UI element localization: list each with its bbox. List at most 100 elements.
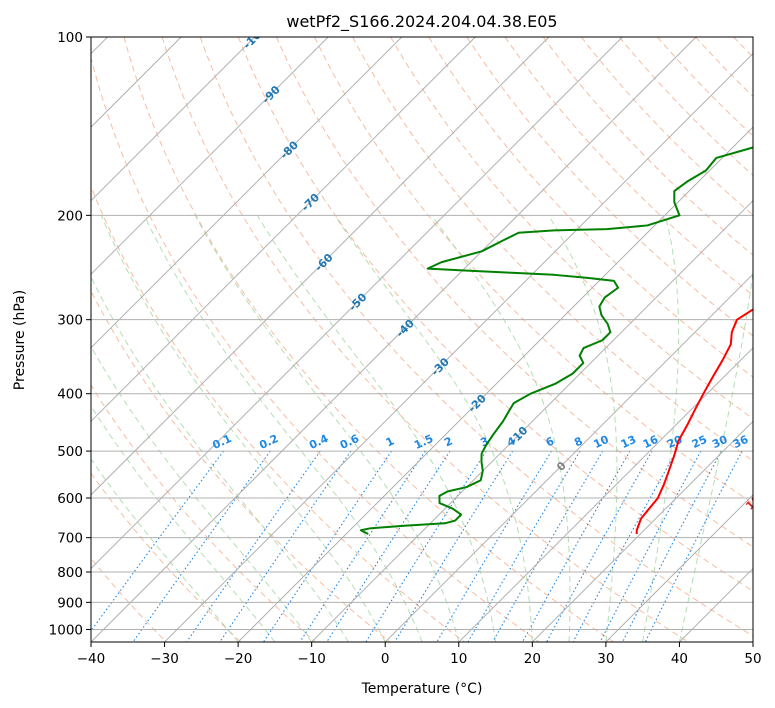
x-tick-label: −40 [77, 651, 106, 667]
isotherm-line [164, 52, 753, 642]
dry-adiabat-line [733, 37, 753, 58]
moist-adiabat-line [143, 215, 423, 642]
mixing-ratio-label: 25 [690, 433, 709, 451]
mixing-ratio-line [186, 450, 321, 642]
dry-adiabat-line [91, 472, 242, 642]
isotherm-line [237, 126, 753, 642]
mixing-ratio-line [467, 450, 581, 642]
x-tick-label: 20 [524, 651, 541, 667]
dry-adiabat-line [542, 37, 753, 256]
x-tick-label: 50 [744, 651, 761, 667]
mixing-ratio-label: 2 [442, 434, 454, 449]
mixing-ratio-line [492, 450, 604, 642]
y-axis-label: Pressure (hPa) [12, 290, 28, 390]
mixing-ratio-line [521, 450, 631, 642]
x-tick-label: 30 [597, 651, 614, 667]
x-tick-label: −20 [224, 651, 253, 667]
moist-adiabat-line [431, 215, 571, 642]
isotherm-line [91, 37, 550, 496]
dry-adiabat-label: 10 [743, 492, 763, 512]
moist-adiabat-line [194, 215, 460, 642]
dry-adiabat-line [314, 37, 753, 505]
dry-adiabat-line [161, 37, 689, 642]
dry-adiabat-line [91, 185, 465, 642]
dry-adiabat-line [237, 37, 753, 592]
mixing-ratio-line [572, 450, 677, 642]
plot-frame [90, 36, 754, 643]
x-axis-label: Temperature (°C) [361, 681, 483, 697]
y-tick-label: 900 [57, 595, 83, 611]
mixing-ratio-line [132, 450, 271, 642]
dry-adiabat-line [91, 55, 540, 642]
temperature-profile-line [635, 308, 753, 534]
mixing-ratio-line [546, 450, 653, 642]
dry-adiabat-line [657, 37, 753, 137]
isotherm-line [679, 567, 753, 642]
moist-adiabat-line [642, 215, 680, 642]
dry-adiabat-line [695, 37, 753, 98]
moist-adiabat-line [100, 215, 386, 642]
mixing-ratio-label: 13 [619, 433, 638, 451]
x-axis: −40 −30 −20 −10 0 10 20 30 40 50 [77, 642, 762, 667]
mixing-ratio-label: 30 [710, 433, 730, 451]
dry-adiabat-line [199, 37, 753, 637]
dry-adiabat-line [91, 290, 391, 642]
dewpoint-profile-line [359, 146, 753, 535]
mixing-ratio-line [622, 450, 722, 642]
isotherm-line [752, 641, 753, 642]
isotherm-line [531, 420, 753, 642]
isopleth-label-layer: 0.1 0.2 0.4 0.6 1 1.5 2 3 4 6 8 10 13 16 20 25 30 36-100-… [210, 37, 775, 577]
mixing-ratio-label: 1 [384, 434, 396, 449]
isotherm-line [91, 37, 403, 349]
moist-adiabat-line [678, 268, 753, 642]
dry-adiabat-line [123, 37, 614, 642]
dry-adiabat-line [91, 384, 316, 642]
dry-adiabat-label: 20 [754, 526, 774, 546]
y-tick-label: 1000 [49, 622, 83, 638]
dry-adiabat-line [390, 37, 753, 420]
isotherm-line [605, 494, 753, 642]
mixing-ratio-label: 0.1 [210, 432, 233, 452]
y-tick-label: 700 [57, 531, 83, 547]
x-tick-label: −30 [150, 651, 179, 667]
y-axis: 100 200 300 400 500 600 700 800 900 1000 [49, 30, 91, 638]
mixing-ratio-label: 0.2 [257, 432, 280, 452]
mixing-ratio-label: 0.4 [307, 432, 330, 452]
mixing-ratio-line [219, 450, 352, 642]
mixing-ratio-label: 8 [572, 434, 584, 449]
isotherm-line [91, 37, 256, 202]
dry-adiabat-line [275, 37, 753, 548]
background-line-layer [91, 37, 753, 642]
x-tick-label: 10 [450, 651, 467, 667]
moist-adiabat-line [334, 215, 533, 642]
moist-adiabat-line [91, 345, 313, 642]
y-tick-label: 200 [57, 208, 83, 224]
isotherm-line [91, 37, 329, 275]
moist-adiabat-line [91, 405, 276, 642]
dry-adiabat-line [466, 37, 753, 337]
moist-adiabat-line [548, 215, 618, 642]
isotherm-line [91, 37, 697, 642]
sounding-profile-layer [359, 146, 753, 535]
y-tick-label: 300 [57, 313, 83, 329]
x-tick-label: 0 [381, 651, 390, 667]
mixing-ratio-line [394, 450, 514, 642]
isotherm-line [384, 273, 753, 642]
mixing-ratio-label: 10 [591, 433, 611, 451]
dry-adiabat-label: 30 [759, 557, 775, 577]
mixing-ratio-line [436, 450, 552, 642]
y-tick-label: 600 [57, 491, 83, 507]
isotherm-line [91, 37, 623, 570]
moist-adiabat-line [91, 275, 349, 642]
mixing-ratio-line [365, 450, 487, 642]
dry-adiabat-line [428, 37, 753, 378]
mixing-ratio-label: 16 [641, 433, 661, 451]
chart-title: wetPf2_S166.2024.204.04.38.E05 [286, 12, 557, 32]
isotherm-line [91, 37, 476, 423]
isotherm-line [311, 199, 753, 642]
isotherm-line [458, 347, 753, 642]
moist-adiabat-line [91, 458, 239, 642]
dry-adiabat-line [504, 37, 753, 296]
grid-line-layer [91, 37, 753, 642]
